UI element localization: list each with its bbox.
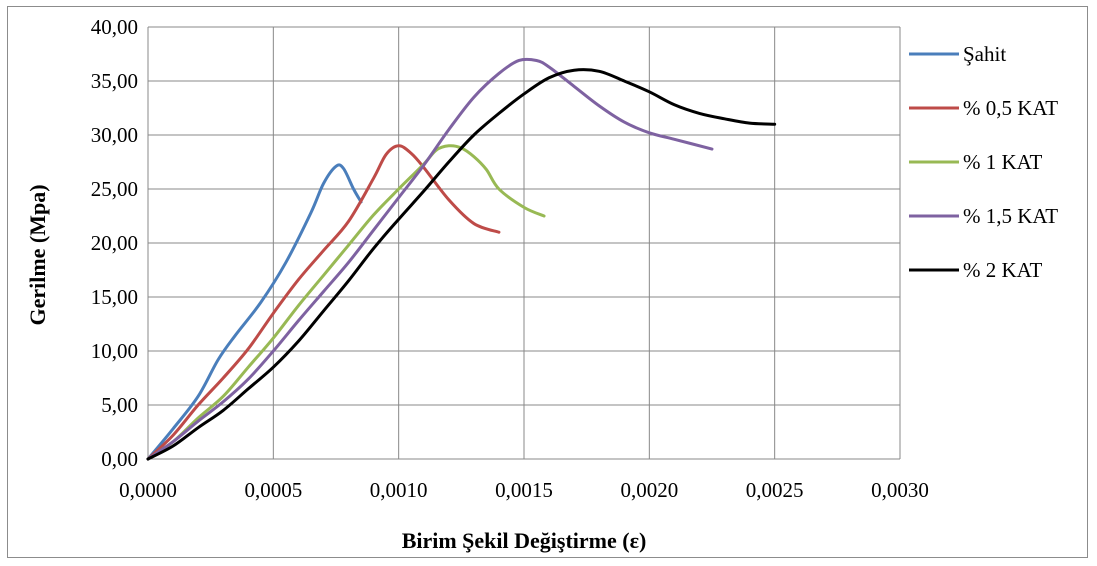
series-line-sahit <box>146 163 363 461</box>
chart-frame <box>7 6 1088 558</box>
y-tick-label: 25,00 <box>91 177 138 201</box>
x-tick-label: 0,0030 <box>871 478 929 502</box>
y-tick-label: 0,00 <box>101 447 138 471</box>
x-tick-label: 0,0000 <box>119 478 177 502</box>
x-tick-label: 0,0025 <box>746 478 804 502</box>
y-tick-label: 30,00 <box>91 123 138 147</box>
y-tick-label: 40,00 <box>91 15 138 39</box>
y-axis-tick-labels: 0,00 5,00 10,00 15,00 20,00 25,00 30,00 35,00 40… <box>91 15 138 471</box>
legend-item-sahit: Şahit <box>909 42 1006 66</box>
series-line-1-5-kat <box>146 57 714 461</box>
series-line-0-5-kat <box>146 144 501 461</box>
grid <box>147 26 901 460</box>
legend-item-1-kat: % 1 KAT <box>909 150 1042 174</box>
y-tick-label: 20,00 <box>91 231 138 255</box>
x-tick-label: 0,0010 <box>370 478 428 502</box>
x-tick-label: 0,0015 <box>495 478 553 502</box>
x-axis-tick-labels: 0,0000 0,0005 0,0010 0,0015 0,0020 0,0025 0,00… <box>119 478 929 502</box>
legend-label: Şahit <box>963 42 1006 66</box>
legend-label: % 2 KAT <box>963 258 1042 282</box>
y-tick-label: 5,00 <box>101 393 138 417</box>
y-tick-label: 35,00 <box>91 69 138 93</box>
y-tick-label: 10,00 <box>91 339 138 363</box>
legend-label: % 0,5 KAT <box>963 96 1058 120</box>
legend-label: % 1,5 KAT <box>963 204 1058 228</box>
legend-item-2-kat: % 2 KAT <box>909 258 1042 282</box>
x-tick-label: 0,0020 <box>620 478 678 502</box>
legend: Şahit % 0,5 KAT % 1 KAT % 1,5 KAT % 2 KAT <box>909 42 1058 282</box>
legend-label: % 1 KAT <box>963 150 1042 174</box>
x-tick-label: 0,0005 <box>244 478 302 502</box>
x-axis-title: Birim Şekil Değiştirme (ε) <box>402 528 647 553</box>
y-tick-label: 15,00 <box>91 285 138 309</box>
y-axis-title: Gerilme (Mpa) <box>25 184 50 325</box>
legend-item-0-5-kat: % 0,5 KAT <box>909 96 1058 120</box>
series-lines <box>146 57 777 461</box>
series-line-2-kat <box>146 68 777 461</box>
legend-item-1-5-kat: % 1,5 KAT <box>909 204 1058 228</box>
series-line-1-kat <box>146 144 546 461</box>
